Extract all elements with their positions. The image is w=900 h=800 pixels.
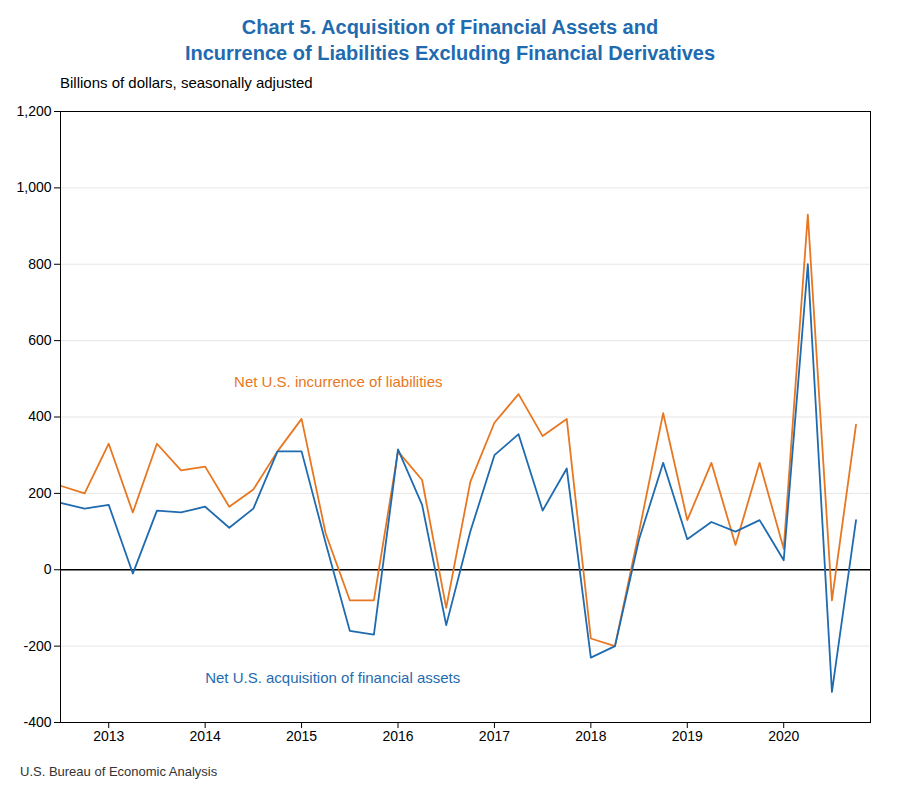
- svg-text:200: 200: [28, 485, 52, 501]
- svg-text:1,000: 1,000: [16, 179, 51, 195]
- svg-text:0: 0: [44, 561, 52, 577]
- svg-text:2014: 2014: [190, 728, 221, 744]
- html-text:Billions of dollars, seasonall: Billions of dollars, seasonally adjusted: [60, 74, 313, 91]
- html-text:U.S. Bureau of Economic Analys: U.S. Bureau of Economic Analysis: [20, 764, 218, 779]
- svg-text:-200: -200: [23, 638, 51, 654]
- svg-text:2016: 2016: [382, 728, 413, 744]
- svg-text:-400: -400: [23, 714, 51, 730]
- svg-text:2018: 2018: [575, 728, 606, 744]
- svg-text:2013: 2013: [93, 728, 124, 744]
- svg-text:Net U.S. acquisition of financ: Net U.S. acquisition of financial assets: [205, 669, 460, 686]
- html-text:Chart 5. Acquisition of Financ: Chart 5. Acquisition of Financial Assets…: [184, 16, 716, 64]
- svg-text:2019: 2019: [672, 728, 703, 744]
- svg-text:1,200: 1,200: [16, 103, 51, 119]
- svg-text:800: 800: [28, 256, 52, 272]
- svg-text:Net U.S. incurrence of liabili: Net U.S. incurrence of liabilities: [234, 373, 442, 390]
- svg-text:2020: 2020: [768, 728, 799, 744]
- svg-text:600: 600: [28, 332, 52, 348]
- svg-text:2015: 2015: [286, 728, 317, 744]
- svg-text:2017: 2017: [479, 728, 510, 744]
- svg-text:400: 400: [28, 408, 52, 424]
